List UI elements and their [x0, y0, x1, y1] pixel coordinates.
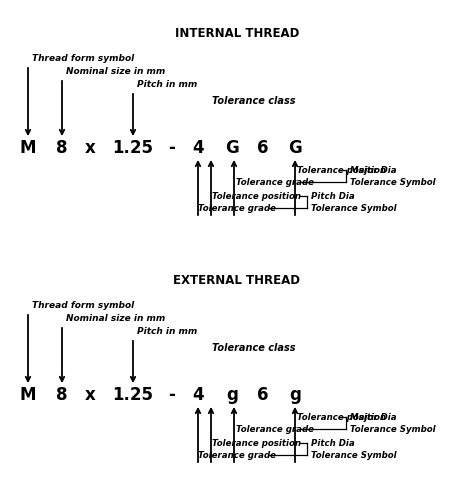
Text: Thread form symbol: Thread form symbol — [32, 301, 134, 310]
Text: M: M — [20, 139, 36, 157]
Text: 8: 8 — [56, 386, 68, 404]
Text: Tolerance class: Tolerance class — [212, 96, 295, 106]
Text: 4: 4 — [192, 386, 204, 404]
Text: Pitch Dia: Pitch Dia — [311, 439, 355, 448]
Text: EXTERNAL THREAD: EXTERNAL THREAD — [173, 274, 301, 287]
Text: INTERNAL THREAD: INTERNAL THREAD — [175, 27, 299, 40]
Text: Tolerance grade: Tolerance grade — [236, 178, 314, 187]
Text: 4: 4 — [192, 139, 204, 157]
Text: Tolerance grade: Tolerance grade — [198, 204, 276, 212]
Text: g: g — [289, 386, 301, 404]
Text: 6: 6 — [257, 139, 269, 157]
Text: M: M — [20, 386, 36, 404]
Text: 8: 8 — [56, 139, 68, 157]
Text: Thread form symbol: Thread form symbol — [32, 54, 134, 63]
Text: x: x — [85, 386, 95, 404]
Text: Nominal size in mm: Nominal size in mm — [66, 314, 165, 323]
Text: Pitch in mm: Pitch in mm — [137, 327, 197, 336]
Text: x: x — [85, 139, 95, 157]
Text: Pitch in mm: Pitch in mm — [137, 80, 197, 89]
Text: G: G — [225, 139, 239, 157]
Text: Pitch Dia: Pitch Dia — [311, 192, 355, 201]
Text: 6: 6 — [257, 386, 269, 404]
Text: -: - — [169, 139, 175, 157]
Text: Tolerance grade: Tolerance grade — [198, 451, 276, 460]
Text: -: - — [169, 386, 175, 404]
Text: 1.25: 1.25 — [112, 139, 154, 157]
Text: Tolerance position: Tolerance position — [212, 439, 301, 448]
Text: Tolerance class: Tolerance class — [212, 343, 295, 353]
Text: Major Dia: Major Dia — [350, 412, 397, 422]
Text: Tolerance Symbol: Tolerance Symbol — [350, 425, 436, 434]
Text: Tolerance position: Tolerance position — [212, 192, 301, 201]
Text: Tolerance Symbol: Tolerance Symbol — [350, 178, 436, 187]
Text: g: g — [226, 386, 238, 404]
Text: Tolerance Symbol: Tolerance Symbol — [311, 204, 397, 212]
Text: Tolerance position: Tolerance position — [297, 412, 386, 422]
Text: Major Dia: Major Dia — [350, 165, 397, 175]
Text: Tolerance position: Tolerance position — [297, 165, 386, 175]
Text: Tolerance grade: Tolerance grade — [236, 425, 314, 434]
Text: Tolerance Symbol: Tolerance Symbol — [311, 451, 397, 460]
Text: Nominal size in mm: Nominal size in mm — [66, 67, 165, 76]
Text: 1.25: 1.25 — [112, 386, 154, 404]
Text: G: G — [288, 139, 302, 157]
